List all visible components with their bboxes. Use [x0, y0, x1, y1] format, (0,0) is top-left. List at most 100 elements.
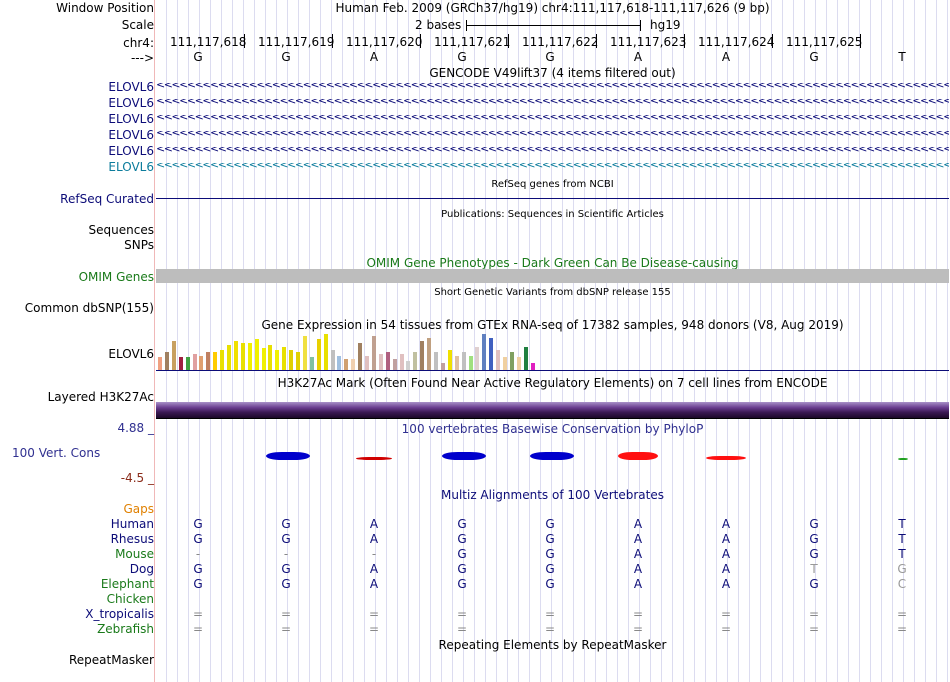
- gtex-tissue-bar[interactable]: [289, 350, 294, 370]
- gtex-tissue-bar[interactable]: [171, 341, 176, 370]
- gtex-tissue-bar[interactable]: [475, 347, 480, 370]
- gencode-transcript-label[interactable]: ELOVL6: [108, 144, 154, 158]
- gtex-tissue-bar[interactable]: [192, 354, 197, 370]
- gtex-tissue-bar[interactable]: [220, 350, 225, 370]
- aligned-base: G: [457, 547, 467, 561]
- gtex-tissue-bar[interactable]: [406, 361, 411, 370]
- gtex-tissue-bar[interactable]: [247, 343, 252, 370]
- gtex-tissue-bar[interactable]: [164, 352, 169, 370]
- gtex-tissue-bar[interactable]: [509, 352, 514, 370]
- gencode-transcript-line[interactable]: <<<<<<<<<<<<<<<<<<<<<<<<<<<<<<<<<<<<<<<<…: [156, 147, 949, 156]
- gtex-tissue-bar[interactable]: [516, 357, 521, 370]
- gtex-tissue-bar[interactable]: [213, 352, 218, 370]
- species-label: Chicken: [106, 592, 154, 606]
- repeatmasker-label[interactable]: RepeatMasker: [68, 653, 154, 667]
- gtex-tissue-bar[interactable]: [434, 352, 438, 370]
- gtex-tissue-bar[interactable]: [351, 359, 356, 370]
- gtex-tissue-bar[interactable]: [337, 356, 342, 370]
- gtex-tissue-bar[interactable]: [227, 345, 231, 370]
- gencode-transcript-label[interactable]: ELOVL6: [108, 96, 154, 110]
- gencode-transcript-label[interactable]: ELOVL6: [108, 80, 154, 94]
- gtex-tissue-bar[interactable]: [206, 352, 211, 370]
- gencode-transcript-line[interactable]: <<<<<<<<<<<<<<<<<<<<<<<<<<<<<<<<<<<<<<<<…: [156, 131, 949, 140]
- gtex-tissue-bar[interactable]: [185, 357, 190, 370]
- gtex-tissue-bar[interactable]: [523, 347, 528, 370]
- gtex-tissue-bar[interactable]: [240, 343, 245, 370]
- gtex-tissue-bar[interactable]: [330, 350, 335, 370]
- h3k27ac-signal[interactable]: [156, 402, 949, 418]
- phylop-label[interactable]: 100 Vert. Cons: [12, 446, 101, 460]
- aligned-base: G: [457, 562, 467, 576]
- gtex-tissue-bar[interactable]: [316, 339, 321, 370]
- omim-gene-bar[interactable]: [156, 269, 949, 283]
- gtex-tissue-bar[interactable]: [344, 359, 349, 370]
- gtex-label[interactable]: ELOVL6: [108, 347, 154, 361]
- gtex-tissue-bar[interactable]: [427, 338, 432, 370]
- refseq-label[interactable]: RefSeq Curated: [60, 192, 154, 206]
- gtex-tissue-bar[interactable]: [454, 356, 459, 370]
- gencode-transcript-label[interactable]: ELOVL6: [108, 128, 154, 142]
- strand-arrows: <<<<<<<<<<<<<<<<<<<<<<<<<<<<<<<<<<<<<<<<…: [156, 147, 949, 155]
- gencode-transcript-line[interactable]: <<<<<<<<<<<<<<<<<<<<<<<<<<<<<<<<<<<<<<<<…: [156, 163, 949, 172]
- gtex-tissue-bar[interactable]: [275, 350, 280, 370]
- gtex-tissue-bar[interactable]: [282, 347, 287, 370]
- grid-line: [397, 0, 398, 682]
- grid-line: [584, 0, 585, 682]
- species-label: Zebrafish: [97, 622, 154, 636]
- gtex-tissue-bar[interactable]: [385, 352, 390, 370]
- gtex-tissue-bar[interactable]: [309, 357, 314, 370]
- gtex-tissue-bar[interactable]: [420, 341, 425, 370]
- gtex-tissue-bar[interactable]: [503, 357, 507, 370]
- snps-label[interactable]: SNPs: [124, 238, 154, 252]
- gtex-tissue-bar[interactable]: [178, 357, 183, 370]
- gtex-tissue-bar[interactable]: [468, 356, 473, 370]
- h3k27ac-label[interactable]: Layered H3K27Ac: [47, 390, 154, 404]
- h3k27ac-track-title: H3K27Ac Mark (Often Found Near Active Re…: [277, 376, 828, 390]
- aligned-base: G: [281, 577, 291, 591]
- gencode-transcript-line[interactable]: <<<<<<<<<<<<<<<<<<<<<<<<<<<<<<<<<<<<<<<<…: [156, 99, 949, 108]
- publications-label[interactable]: Sequences: [88, 223, 154, 237]
- gencode-transcript-line[interactable]: <<<<<<<<<<<<<<<<<<<<<<<<<<<<<<<<<<<<<<<<…: [156, 115, 949, 124]
- gtex-tissue-bar[interactable]: [447, 350, 452, 370]
- gtex-tissue-bar[interactable]: [268, 345, 273, 370]
- omim-label[interactable]: OMIM Genes: [78, 270, 154, 284]
- gtex-tissue-bar[interactable]: [496, 350, 501, 370]
- grid-line: [617, 0, 618, 682]
- grid-line: [947, 0, 948, 682]
- refseq-gene-line[interactable]: [156, 198, 949, 199]
- dbsnp-label[interactable]: Common dbSNP(155): [24, 301, 154, 315]
- species-alignment-row: = = = = = = = = =: [155, 622, 950, 636]
- gtex-tissue-bar[interactable]: [482, 334, 487, 370]
- gtex-tissue-bar[interactable]: [399, 354, 404, 370]
- grid-line: [419, 0, 420, 682]
- gtex-bar-chart[interactable]: [156, 333, 536, 370]
- gtex-tissue-bar[interactable]: [261, 348, 266, 370]
- phylop-logo-g-3: [530, 452, 574, 460]
- grid-line: [221, 0, 222, 682]
- gtex-tissue-bar[interactable]: [392, 359, 397, 370]
- ruler-tick: [772, 34, 773, 48]
- gencode-transcript-label[interactable]: ELOVL6: [108, 112, 154, 126]
- gtex-tissue-bar[interactable]: [378, 354, 383, 370]
- gtex-tissue-bar[interactable]: [365, 356, 369, 370]
- gencode-transcript-label[interactable]: ELOVL6: [108, 160, 154, 174]
- gtex-tissue-bar[interactable]: [530, 363, 535, 370]
- gtex-tissue-bar[interactable]: [323, 334, 328, 370]
- chrom-label: chr4:: [123, 36, 154, 50]
- gtex-tissue-bar[interactable]: [296, 352, 300, 370]
- gtex-tissue-bar[interactable]: [461, 352, 466, 370]
- gtex-tissue-bar[interactable]: [413, 352, 418, 370]
- gtex-tissue-bar[interactable]: [254, 339, 259, 370]
- aligned-base: G: [193, 562, 203, 576]
- gtex-tissue-bar[interactable]: [199, 356, 204, 370]
- ruler-tick: [420, 34, 421, 48]
- gtex-tissue-bar[interactable]: [302, 336, 307, 370]
- gtex-tissue-bar[interactable]: [489, 338, 494, 370]
- gtex-tissue-bar[interactable]: [358, 343, 363, 370]
- gtex-tissue-bar[interactable]: [371, 336, 376, 370]
- gtex-tissue-bar[interactable]: [440, 363, 445, 370]
- gtex-tissue-bar[interactable]: [158, 357, 162, 370]
- gencode-transcript-line[interactable]: <<<<<<<<<<<<<<<<<<<<<<<<<<<<<<<<<<<<<<<<…: [156, 83, 949, 92]
- gtex-tissue-bar[interactable]: [233, 341, 238, 370]
